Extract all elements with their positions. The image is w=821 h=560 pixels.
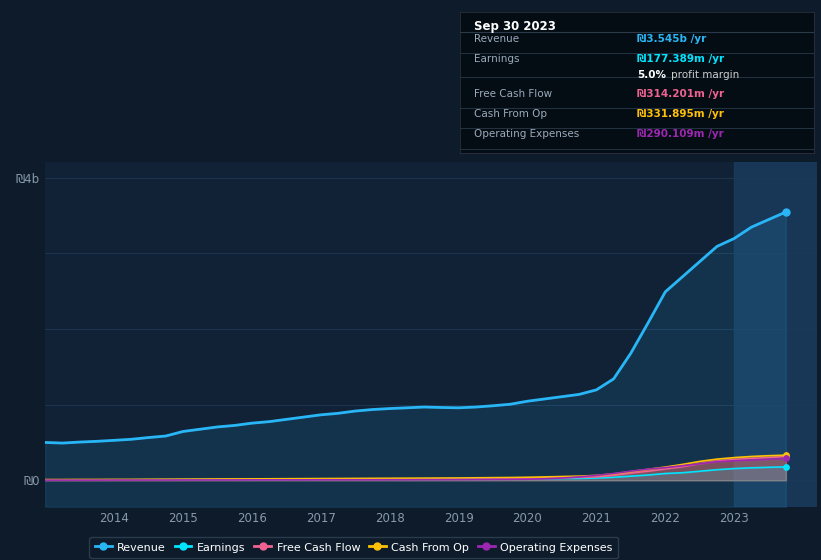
Point xyxy=(779,451,792,460)
Text: 5.0%: 5.0% xyxy=(637,69,666,80)
Text: profit margin: profit margin xyxy=(671,69,739,80)
Text: Cash From Op: Cash From Op xyxy=(474,109,547,119)
Point xyxy=(779,463,792,472)
Text: ₪331.895m /yr: ₪331.895m /yr xyxy=(637,109,724,119)
Point xyxy=(779,452,792,461)
Text: ₪290.109m /yr: ₪290.109m /yr xyxy=(637,129,724,139)
Point xyxy=(779,208,792,217)
Text: Free Cash Flow: Free Cash Flow xyxy=(474,90,552,99)
Text: ₪177.389m /yr: ₪177.389m /yr xyxy=(637,54,724,64)
Point xyxy=(779,454,792,463)
Legend: Revenue, Earnings, Free Cash Flow, Cash From Op, Operating Expenses: Revenue, Earnings, Free Cash Flow, Cash … xyxy=(89,537,618,558)
Text: ₪314.201m /yr: ₪314.201m /yr xyxy=(637,90,724,99)
Text: Revenue: Revenue xyxy=(474,34,519,44)
Text: Sep 30 2023: Sep 30 2023 xyxy=(474,20,556,33)
Text: Earnings: Earnings xyxy=(474,54,520,64)
Bar xyxy=(734,162,817,507)
Text: Operating Expenses: Operating Expenses xyxy=(474,129,579,139)
Text: ₪3.545b /yr: ₪3.545b /yr xyxy=(637,34,706,44)
